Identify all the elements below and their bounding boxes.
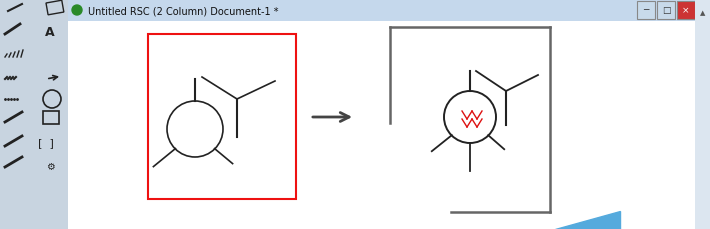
Text: □: □: [662, 6, 670, 15]
Bar: [657, 2, 675, 20]
Text: ▲: ▲: [700, 10, 705, 16]
Text: ⚙: ⚙: [45, 161, 55, 171]
Text: Untitled RSC (2 Column) Document-1 *: Untitled RSC (2 Column) Document-1 *: [88, 6, 278, 16]
Text: A: A: [45, 25, 55, 38]
Bar: [68, 0, 710, 22]
Bar: [637, 2, 655, 20]
Text: ─: ─: [643, 6, 649, 15]
Bar: [43, 112, 59, 124]
Bar: [0, 0, 68, 229]
Bar: [695, 0, 710, 229]
Bar: [46, 1, 64, 16]
Bar: [677, 2, 695, 20]
Bar: [68, 22, 695, 229]
Bar: [148, 35, 296, 199]
Circle shape: [72, 6, 82, 16]
Polygon shape: [555, 211, 620, 229]
Text: ×: ×: [682, 6, 689, 15]
Text: [  ]: [ ]: [38, 137, 54, 147]
